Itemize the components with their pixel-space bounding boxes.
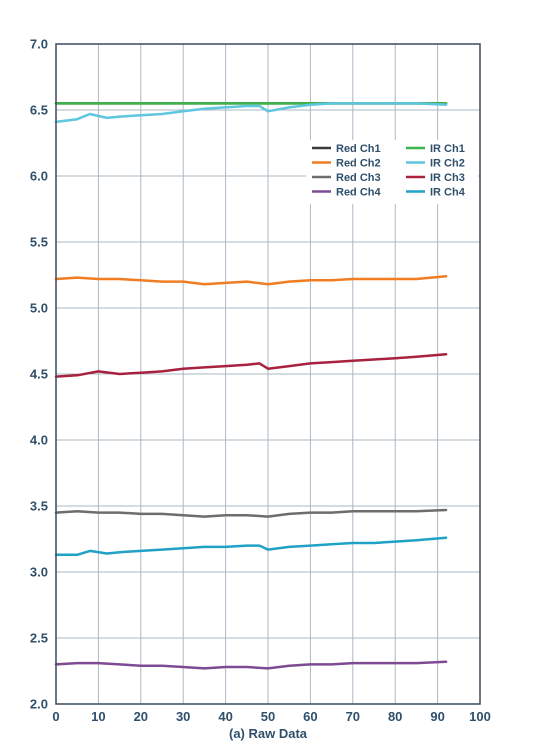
x-tick-label: 0 (52, 709, 59, 724)
legend-label: IR Ch4 (430, 187, 466, 199)
x-tick-label: 20 (134, 709, 148, 724)
legend-label: IR Ch2 (430, 158, 465, 170)
legend-label: Red Ch2 (336, 158, 381, 170)
x-tick-labels: 0 10 20 30 40 50 60 70 80 90 100 (52, 709, 490, 724)
x-tick-label: 10 (91, 709, 105, 724)
x-tick-label: 90 (430, 709, 444, 724)
legend-label: IR Ch3 (430, 172, 465, 184)
legend-label: Red Ch4 (336, 187, 382, 199)
y-tick-labels: 2.0 2.5 3.0 3.5 4.0 4.5 5.0 5.5 6.0 6.5 7.0 (30, 37, 48, 712)
series-line-red-ch3 (54, 508, 448, 518)
y-tick-label: 5.0 (30, 301, 48, 316)
x-tick-label: 50 (261, 709, 275, 724)
y-tick-label: 6.5 (30, 103, 48, 118)
x-tick-label: 40 (218, 709, 232, 724)
y-tick-label: 5.5 (30, 235, 48, 250)
y-tick-label: 4.5 (30, 367, 48, 382)
y-tick-label: 2.5 (30, 631, 48, 646)
x-tick-label: 30 (176, 709, 190, 724)
y-tick-label: 7.0 (30, 37, 48, 52)
series-line-ir-ch3 (54, 352, 448, 378)
series-line-red-ch4 (54, 660, 448, 670)
x-tick-label: 60 (303, 709, 317, 724)
x-tick-label: 70 (346, 709, 360, 724)
y-tick-label: 4.0 (30, 433, 48, 448)
legend-background (306, 140, 478, 204)
series-line-ir-ch2 (54, 102, 448, 124)
plot-frame (55, 43, 481, 705)
legend: Red Ch1 Red Ch2 Red Ch3 Red Ch4 IR Ch1 IR Ch2… (306, 140, 478, 204)
series-line-red-ch2 (54, 275, 448, 286)
x-tick-label: 100 (469, 709, 491, 724)
y-tick-label: 6.0 (30, 169, 48, 184)
legend-label: IR Ch1 (430, 143, 465, 155)
y-tick-label: 2.0 (30, 697, 48, 712)
legend-label: Red Ch3 (336, 172, 381, 184)
series-line-ir-ch4 (54, 536, 448, 557)
x-tick-label: 80 (388, 709, 402, 724)
legend-label: Red Ch1 (336, 143, 381, 155)
y-tick-label: 3.0 (30, 565, 48, 580)
x-axis-label: (a) Raw Data (229, 726, 308, 741)
chart-series-group (54, 102, 448, 670)
y-tick-label: 3.5 (30, 499, 48, 514)
